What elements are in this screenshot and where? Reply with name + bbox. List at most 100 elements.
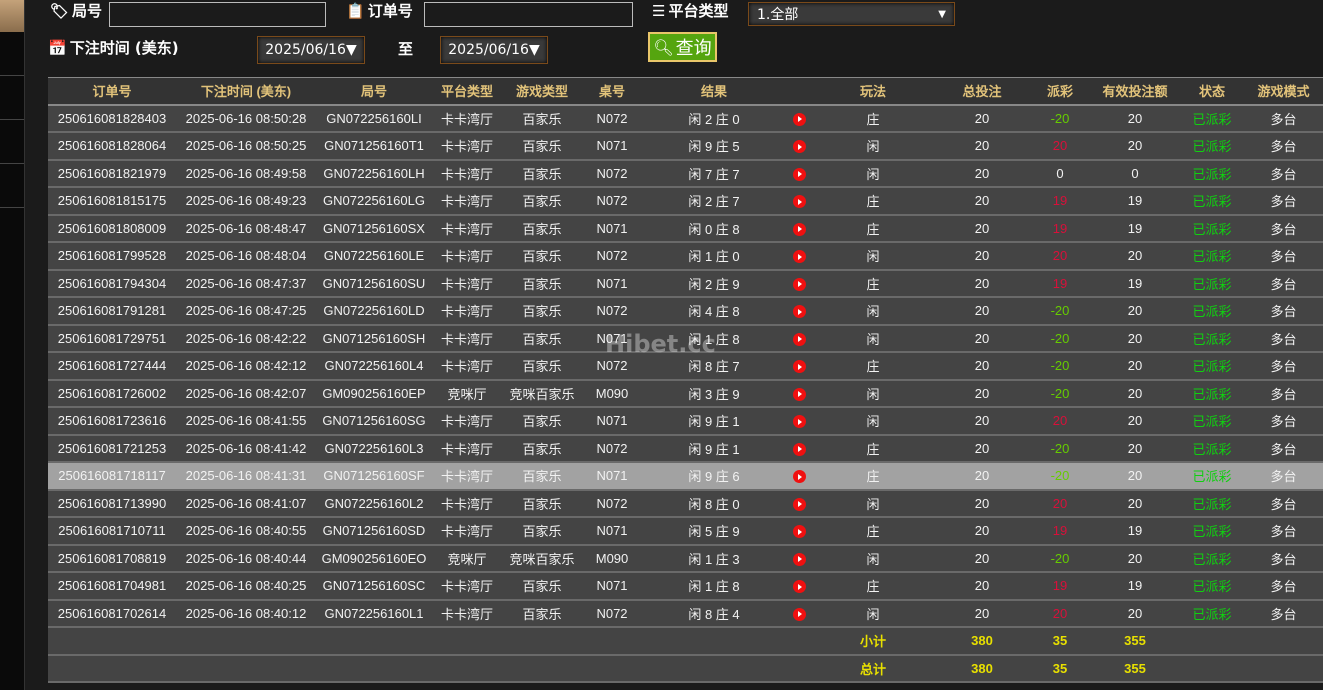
table-row[interactable]: 250616081821979 2025-06-16 08:49:58 GN0722…	[48, 159, 1323, 188]
play-video-icon[interactable]	[792, 250, 806, 264]
play-video-icon[interactable]	[792, 195, 806, 209]
payout: -20	[1030, 352, 1090, 381]
order-id: 250616081704981	[48, 572, 176, 601]
sidebar-item[interactable]	[0, 32, 24, 76]
replay-cell[interactable]	[786, 462, 812, 491]
replay-cell[interactable]	[786, 434, 812, 463]
play-video-icon[interactable]	[792, 607, 806, 621]
play-video-icon[interactable]	[792, 470, 806, 484]
replay-cell[interactable]	[786, 159, 812, 188]
game-type: 百家乐	[502, 489, 582, 518]
game-mode: 多台	[1244, 434, 1323, 463]
bet-type: 庄	[812, 214, 934, 243]
play-video-icon[interactable]	[792, 222, 806, 236]
replay-cell[interactable]	[786, 572, 812, 601]
play-video-icon[interactable]	[792, 552, 806, 566]
table-no: M090	[582, 544, 642, 573]
table-row[interactable]: 250616081808009 2025-06-16 08:48:47 GN0712…	[48, 214, 1323, 243]
total-bet: 20	[934, 104, 1030, 133]
sidebar-item[interactable]	[0, 120, 24, 164]
total-row-valid-bet: 355	[1090, 654, 1180, 683]
table-row[interactable]: 250616081815175 2025-06-16 08:49:23 GN0722…	[48, 187, 1323, 216]
table-row[interactable]: 250616081713990 2025-06-16 08:41:07 GN0722…	[48, 489, 1323, 518]
result: 闲 9 庄 5	[642, 132, 786, 161]
play-video-icon[interactable]	[792, 415, 806, 429]
payout: 19	[1030, 572, 1090, 601]
play-video-icon[interactable]	[792, 112, 806, 126]
replay-cell[interactable]	[786, 517, 812, 546]
column-header: 游戏类型	[502, 77, 582, 106]
replay-cell[interactable]	[786, 489, 812, 518]
table-row[interactable]: 250616081726002 2025-06-16 08:42:07 GM0902…	[48, 379, 1323, 408]
replay-cell[interactable]	[786, 187, 812, 216]
status: 已派彩	[1180, 104, 1244, 133]
date-to-select[interactable]: 2025/06/16▼	[440, 36, 548, 64]
table-row[interactable]: 250616081799528 2025-06-16 08:48:04 GN0722…	[48, 242, 1323, 271]
table-row[interactable]: 250616081727444 2025-06-16 08:42:12 GN0722…	[48, 352, 1323, 381]
play-video-icon[interactable]	[792, 387, 806, 401]
replay-cell[interactable]	[786, 324, 812, 353]
replay-cell[interactable]	[786, 379, 812, 408]
replay-cell[interactable]	[786, 352, 812, 381]
play-video-icon[interactable]	[792, 167, 806, 181]
game-type: 百家乐	[502, 187, 582, 216]
table-no: N071	[582, 462, 642, 491]
play-video-icon[interactable]	[792, 360, 806, 374]
play-video-icon[interactable]	[792, 525, 806, 539]
status: 已派彩	[1180, 517, 1244, 546]
valid-bet: 19	[1090, 572, 1180, 601]
sidebar-item[interactable]	[0, 164, 24, 208]
replay-cell[interactable]	[786, 132, 812, 161]
play-video-icon[interactable]	[792, 277, 806, 291]
round-id: GN072256160L2	[316, 489, 432, 518]
sidebar-item[interactable]	[0, 76, 24, 120]
bet-records-table: 订单号 下注时间 (美东) 局号 平台类型 游戏类型 桌号 结果 玩法 总投注 派彩 有效投注额 状态…	[48, 77, 1323, 683]
replay-cell[interactable]	[786, 297, 812, 326]
order-label: 📋 订单号	[346, 0, 413, 21]
replay-cell[interactable]	[786, 214, 812, 243]
platform-select[interactable]: 1.全部 ▼	[748, 2, 955, 26]
play-video-icon[interactable]	[792, 580, 806, 594]
bet-time: 2025-06-16 08:42:07	[176, 379, 316, 408]
bet-type: 闲	[812, 242, 934, 271]
query-button[interactable]: 🔍︎ 查询	[648, 32, 717, 62]
spacer	[48, 654, 812, 683]
replay-cell[interactable]	[786, 269, 812, 298]
play-video-icon[interactable]	[792, 305, 806, 319]
table-row[interactable]: 250616081729751 2025-06-16 08:42:22 GN0712…	[48, 324, 1323, 353]
column-header: 桌号	[582, 77, 642, 106]
table-row[interactable]: 250616081723616 2025-06-16 08:41:55 GN0712…	[48, 407, 1323, 436]
replay-cell[interactable]	[786, 242, 812, 271]
payout: 20	[1030, 407, 1090, 436]
subtotal-row: 小计 380 35 355	[48, 627, 1323, 656]
table-row[interactable]: 250616081828064 2025-06-16 08:50:25 GN0712…	[48, 132, 1323, 161]
table-row[interactable]: 250616081721253 2025-06-16 08:41:42 GN0722…	[48, 434, 1323, 463]
order-input[interactable]	[424, 2, 633, 27]
round-id: GN071256160SU	[316, 269, 432, 298]
date-from-select[interactable]: 2025/06/16▼	[257, 36, 365, 64]
table-row[interactable]: 250616081704981 2025-06-16 08:40:25 GN0712…	[48, 572, 1323, 601]
replay-cell[interactable]	[786, 104, 812, 133]
replay-cell[interactable]	[786, 544, 812, 573]
play-video-icon[interactable]	[792, 442, 806, 456]
replay-cell[interactable]	[786, 407, 812, 436]
round-id: GN071256160SC	[316, 572, 432, 601]
play-video-icon[interactable]	[792, 332, 806, 346]
table-no: N072	[582, 599, 642, 628]
table-row[interactable]: 250616081702614 2025-06-16 08:40:12 GN0722…	[48, 599, 1323, 628]
play-video-icon[interactable]	[792, 497, 806, 511]
table-row[interactable]: 250616081828403 2025-06-16 08:50:28 GN0722…	[48, 104, 1323, 133]
table-row[interactable]: 250616081791281 2025-06-16 08:47:25 GN0722…	[48, 297, 1323, 326]
table-row[interactable]: 250616081710711 2025-06-16 08:40:55 GN0712…	[48, 517, 1323, 546]
sidebar	[0, 0, 25, 690]
table-row[interactable]: 250616081718117 2025-06-16 08:41:31 GN0712…	[48, 462, 1323, 491]
table-row[interactable]: 250616081708819 2025-06-16 08:40:44 GM0902…	[48, 544, 1323, 573]
replay-cell[interactable]	[786, 599, 812, 628]
play-video-icon[interactable]	[792, 140, 806, 154]
table-row[interactable]: 250616081794304 2025-06-16 08:47:37 GN0712…	[48, 269, 1323, 298]
bet-type: 闲	[812, 379, 934, 408]
round-id: GN071256160SG	[316, 407, 432, 436]
status: 已派彩	[1180, 544, 1244, 573]
result: 闲 3 庄 9	[642, 379, 786, 408]
round-input[interactable]	[109, 2, 326, 27]
